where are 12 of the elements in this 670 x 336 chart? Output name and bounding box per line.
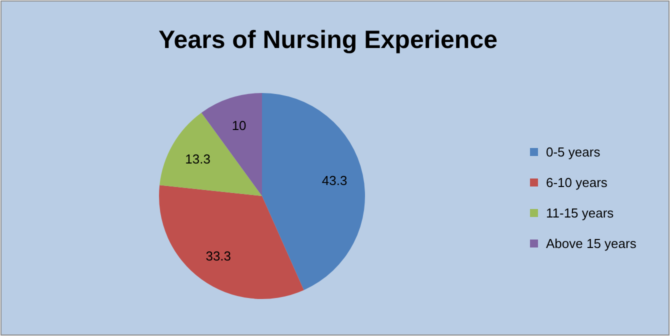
data-label: 43.3	[322, 173, 348, 188]
data-label: 10	[232, 118, 246, 134]
chart-title: Years of Nursing Experience	[158, 26, 498, 54]
legend-label: 6-10 years	[546, 175, 608, 190]
legend-label: 11-15 years	[546, 206, 614, 221]
pie-slice	[159, 185, 304, 299]
legend-label: Above 15 years	[546, 236, 637, 252]
pie-slice	[262, 93, 365, 290]
pie-slice	[160, 112, 262, 196]
data-label: 13.3	[185, 151, 210, 166]
legend-label: 0-5 years	[546, 144, 601, 160]
data-label: 33.3	[206, 248, 232, 264]
